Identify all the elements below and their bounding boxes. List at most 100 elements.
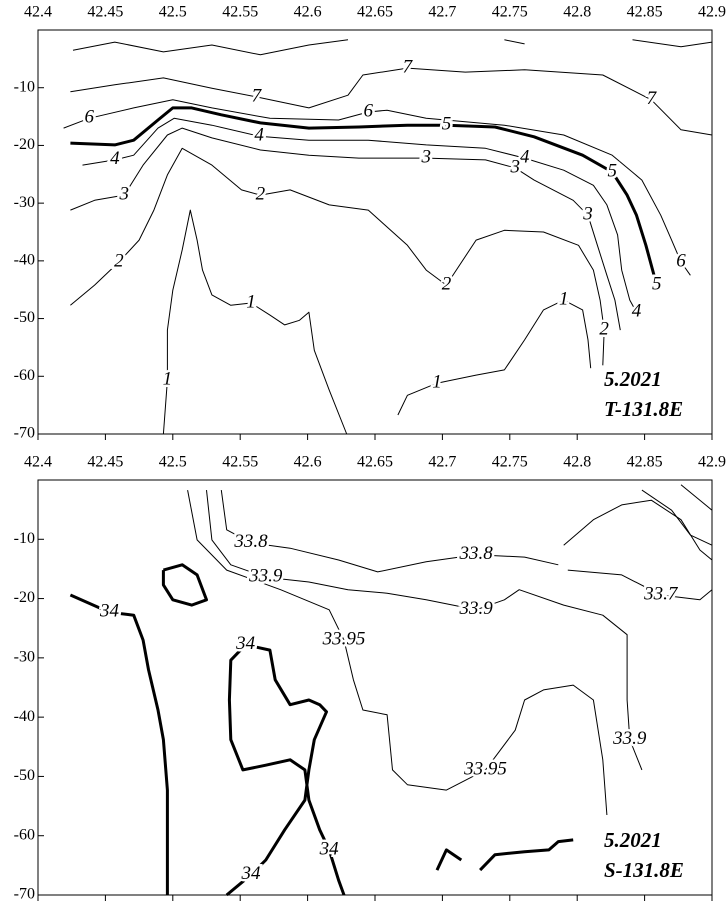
contour-line xyxy=(69,593,169,895)
x-tick-label: 42.65 xyxy=(357,454,393,471)
y-tick-label: -60 xyxy=(14,826,35,843)
contour-line xyxy=(70,67,713,136)
x-tick-label: 42.55 xyxy=(222,4,258,21)
x-tick-label: 42.4 xyxy=(24,454,52,471)
contour-line xyxy=(70,106,659,286)
x-tick-label: 42.75 xyxy=(492,4,528,21)
contour-label: 2 xyxy=(442,273,452,294)
x-tick-label: 42.85 xyxy=(627,454,663,471)
x-tick-label: 42.7 xyxy=(428,4,456,21)
contour-line xyxy=(225,643,346,897)
contour-label: 1 xyxy=(432,372,442,393)
contour-line xyxy=(63,99,691,276)
contour-line xyxy=(82,117,637,313)
annotation: T-131.8E xyxy=(604,397,683,421)
contour-label: 4 xyxy=(110,148,120,169)
y-tick-label: -20 xyxy=(14,589,35,606)
annotation: 5.2021 xyxy=(604,828,662,852)
x-tick-label: 42.7 xyxy=(428,454,456,471)
contour-label: 7 xyxy=(403,56,414,77)
contour-label: 3 xyxy=(420,146,431,167)
y-tick-label: -30 xyxy=(14,649,35,666)
x-tick-label: 42.6 xyxy=(294,454,322,471)
contour-label: 33.7 xyxy=(643,583,679,604)
contour-line xyxy=(70,127,621,331)
x-tick-label: 42.85 xyxy=(627,4,663,21)
contour-label: 34 xyxy=(240,863,261,884)
y-tick-label: -70 xyxy=(14,425,35,442)
y-tick-label: -10 xyxy=(14,78,35,95)
contour-label: 6 xyxy=(364,100,374,121)
y-tick-label: -40 xyxy=(14,708,35,725)
x-tick-label: 42.8 xyxy=(563,454,591,471)
contour-label: 3 xyxy=(509,156,520,177)
contour-label: 2 xyxy=(114,250,124,271)
y-tick-label: -60 xyxy=(14,367,35,384)
y-tick-label: -50 xyxy=(14,767,35,784)
x-tick-label: 42.75 xyxy=(492,454,528,471)
contour-line xyxy=(72,39,349,56)
contour-label: 34 xyxy=(99,601,120,622)
x-tick-label: 42.45 xyxy=(87,4,123,21)
contour-line xyxy=(187,490,608,816)
x-tick-label: 42.55 xyxy=(222,454,258,471)
contour-label: 34 xyxy=(319,838,340,859)
contour-label: 1 xyxy=(559,288,569,309)
contour-label: 7 xyxy=(252,85,263,106)
contour-line xyxy=(479,838,574,872)
contour-label: 6 xyxy=(84,107,94,128)
contour-line xyxy=(435,848,463,871)
x-tick-label: 42.8 xyxy=(563,4,591,21)
contour-label: 33.8 xyxy=(233,531,268,552)
contour-label: 7 xyxy=(647,88,658,109)
contour-label: 6 xyxy=(676,250,686,271)
contour-label: 33.9 xyxy=(458,598,493,619)
contour-label: 33.95 xyxy=(463,758,507,779)
contour-line xyxy=(680,484,713,511)
contour-line xyxy=(504,39,525,45)
x-tick-label: 42.45 xyxy=(87,454,123,471)
contour-line xyxy=(220,490,559,573)
contour-line xyxy=(70,147,605,366)
y-tick-label: -50 xyxy=(14,309,35,326)
contour-line xyxy=(161,563,208,607)
y-tick-label: -20 xyxy=(14,136,35,153)
contour-label: 4 xyxy=(632,301,642,322)
contour-line xyxy=(632,39,713,48)
contour-label: 4 xyxy=(520,146,530,167)
contour-label: 3 xyxy=(582,204,593,225)
y-tick-label: -10 xyxy=(14,530,35,547)
x-tick-label: 42.5 xyxy=(159,4,187,21)
x-tick-label: 42.65 xyxy=(357,4,393,21)
contour-label: 5 xyxy=(652,273,662,294)
y-tick-label: -70 xyxy=(14,886,35,903)
contour-label: 4 xyxy=(254,125,264,146)
contour-line xyxy=(206,490,643,771)
contour-label: 33.8 xyxy=(458,543,493,564)
contour-label: 2 xyxy=(599,318,609,339)
contour-label: 33.9 xyxy=(248,566,283,587)
annotation: 5.2021 xyxy=(604,367,662,391)
contour-label: 1 xyxy=(246,291,256,312)
contour-line xyxy=(397,299,592,416)
x-tick-label: 42.9 xyxy=(698,454,726,471)
contour-label: 5 xyxy=(607,160,617,181)
contour-label: 1 xyxy=(163,369,173,390)
contour-label: 33.95 xyxy=(322,628,366,649)
x-tick-label: 42.5 xyxy=(159,454,187,471)
contour-label: 34 xyxy=(235,633,256,654)
contour-label: 33.9 xyxy=(612,728,647,749)
x-tick-label: 42.4 xyxy=(24,4,52,21)
contour-line xyxy=(567,569,713,601)
contour-label: 3 xyxy=(119,183,130,204)
x-tick-label: 42.6 xyxy=(294,4,322,21)
x-tick-label: 42.9 xyxy=(698,4,726,21)
contour-line xyxy=(162,209,348,435)
contour-line xyxy=(641,489,713,546)
annotation: S-131.8E xyxy=(604,858,684,882)
contour-label: 5 xyxy=(442,114,452,135)
contour-label: 2 xyxy=(256,183,266,204)
y-tick-label: -30 xyxy=(14,194,35,211)
